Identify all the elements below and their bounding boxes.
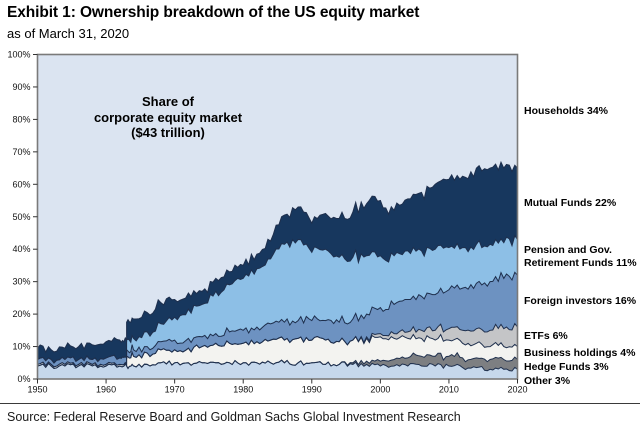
boundary-mutual-funds: [37, 160, 518, 354]
x-axis-tick-label: 2010: [439, 385, 459, 395]
y-axis-tick-label: 80%: [12, 114, 30, 124]
y-axis-tick-label: 0%: [17, 374, 30, 384]
y-axis-tick-label: 70%: [12, 147, 30, 157]
y-axis-tick-label: 50%: [12, 212, 30, 222]
y-axis-tick-label: 90%: [12, 82, 30, 92]
boundary-etfs: [37, 322, 518, 368]
area-households: [37, 54, 518, 353]
area-hedge-funds: [37, 352, 518, 371]
x-axis-tick-label: 1980: [233, 385, 253, 395]
source-note: Source: Federal Reserve Board and Goldma…: [7, 410, 461, 424]
area-other: [37, 360, 518, 379]
x-axis-tick-label: 1960: [96, 385, 116, 395]
area-etfs: [37, 323, 518, 367]
y-axis-tick-label: 60%: [12, 179, 30, 189]
x-axis-tick-label: 2000: [370, 385, 390, 395]
boundary-hedge-funds: [37, 351, 518, 370]
area-business-holdings: [37, 334, 518, 369]
footer-divider: [0, 403, 640, 404]
x-axis-tick-label: 1990: [302, 385, 322, 395]
boundary-pension-gov-retirement-funds: [37, 234, 518, 364]
area-mutual-funds: [37, 162, 518, 363]
y-axis-tick-label: 40%: [12, 244, 30, 254]
x-axis-tick-label: 1950: [27, 385, 47, 395]
y-axis-tick-label: 30%: [12, 277, 30, 287]
area-pension-gov-retirement-funds: [37, 235, 518, 363]
chart-annotation: Share of corporate equity market ($43 tr…: [93, 94, 243, 140]
y-axis-tick-label: 100%: [7, 50, 30, 60]
y-axis-tick-label: 20%: [12, 309, 30, 319]
x-axis-tick-label: 2020: [507, 385, 527, 395]
exhibit-subtitle: as of March 31, 2020: [7, 26, 130, 41]
x-axis-tick-label: 1970: [165, 385, 185, 395]
y-axis-tick-label: 10%: [12, 342, 30, 352]
exhibit-title: Exhibit 1: Ownership breakdown of the US…: [7, 4, 420, 21]
